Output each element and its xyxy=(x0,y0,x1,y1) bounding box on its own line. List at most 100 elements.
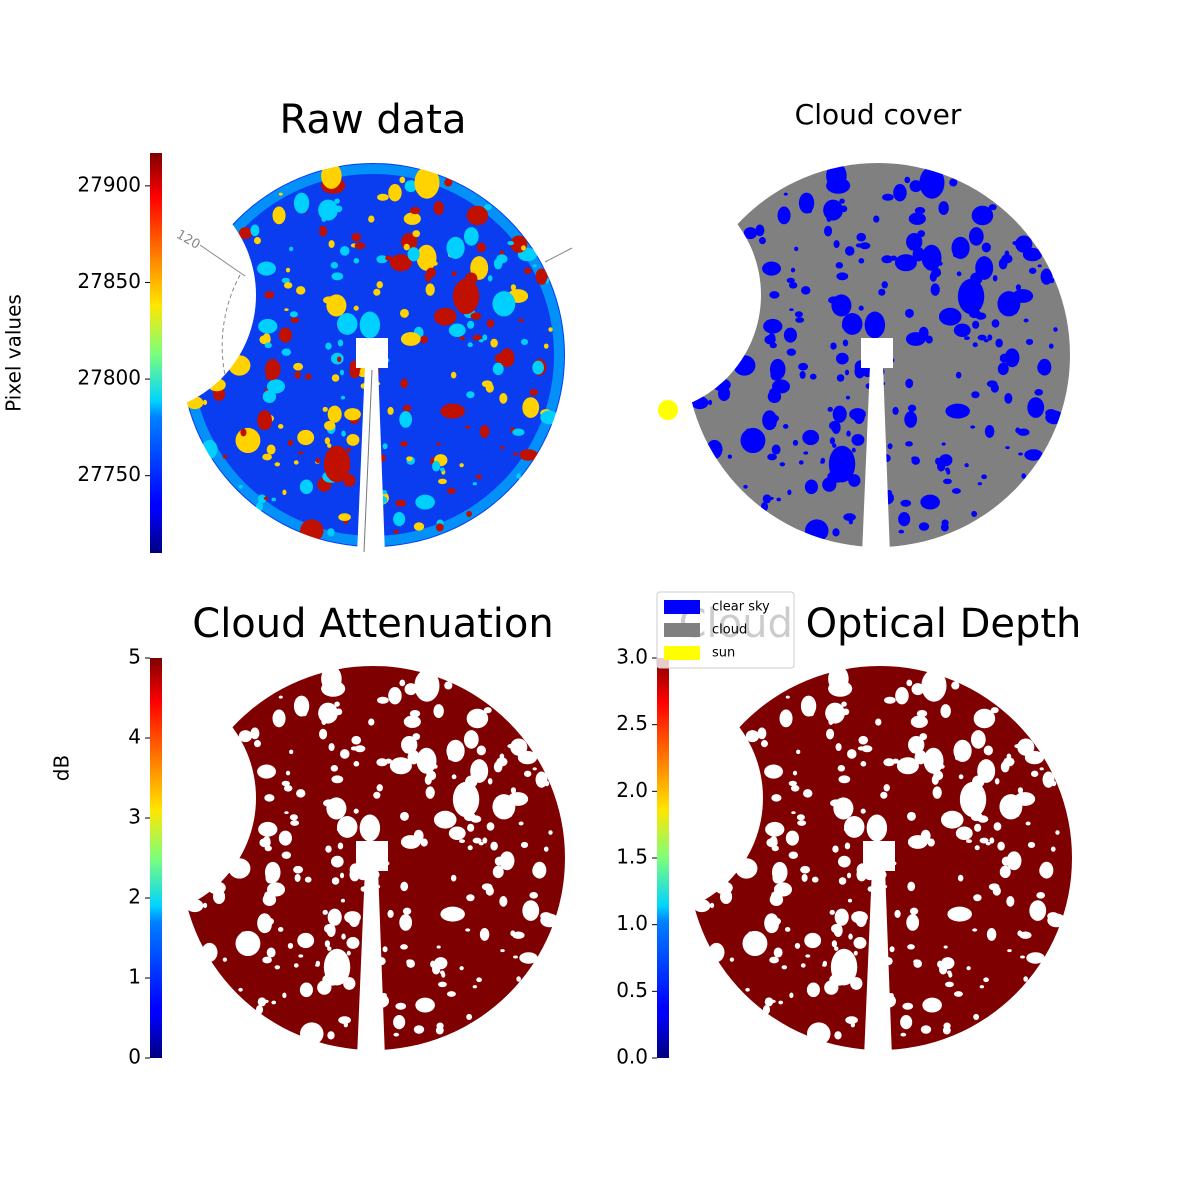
cloud-blob xyxy=(264,291,275,299)
cloud-blob xyxy=(888,860,897,866)
cloud-blob xyxy=(432,963,441,975)
cloud-blob xyxy=(327,405,342,423)
cloud-blob xyxy=(238,730,253,743)
cloud-blob xyxy=(894,254,917,272)
cloud-blob xyxy=(999,353,1009,363)
cloud-blob xyxy=(403,212,421,225)
cloud-blob xyxy=(341,430,346,437)
cloud-blob xyxy=(804,479,818,495)
cloud-blob xyxy=(388,687,402,705)
cloud-blob xyxy=(465,272,478,285)
cloud-blob xyxy=(859,242,871,250)
cloud-blob xyxy=(966,966,971,971)
cloud-blob xyxy=(285,267,291,273)
cloud-blob xyxy=(968,227,984,246)
colorbar-tick-label: 27850 xyxy=(77,269,141,293)
sky-image xyxy=(173,658,573,1058)
colorbar-tick-label: 2 xyxy=(128,885,141,909)
cloud-blob xyxy=(283,281,293,289)
colorbar xyxy=(150,658,162,1058)
cloud-blob xyxy=(376,381,381,386)
cloud-blob xyxy=(1028,748,1033,754)
cloud-blob xyxy=(522,397,540,418)
cloud-blob xyxy=(395,1002,407,1010)
cloud-blob xyxy=(762,494,772,504)
cloud-blob xyxy=(742,930,768,957)
cloud-blob xyxy=(991,319,1000,328)
cloud-blob xyxy=(472,334,482,341)
legend-label: clear sky xyxy=(712,600,770,615)
cloud-blob xyxy=(264,358,281,380)
cloud-blob xyxy=(440,467,445,472)
panel-title: Cloud cover xyxy=(795,98,962,131)
cloud-blob xyxy=(492,865,504,879)
cloud-blob xyxy=(919,166,945,199)
cloud-blob xyxy=(708,942,725,962)
cloud-blob xyxy=(987,334,993,341)
cloud-blob xyxy=(319,728,328,740)
cloud-blob xyxy=(931,774,939,785)
cloud-blob xyxy=(293,192,310,214)
cloud-blob xyxy=(507,241,515,246)
cloud-blob xyxy=(253,237,261,245)
cloud-blob xyxy=(822,960,828,967)
cloud-blob xyxy=(959,781,987,818)
cloud-blob xyxy=(1030,770,1039,777)
cloud-blob xyxy=(240,931,247,940)
cloud-blob xyxy=(955,826,973,840)
cloud-blob xyxy=(957,874,964,882)
cloud-blob xyxy=(1030,910,1038,918)
cloud-blob xyxy=(733,355,756,376)
cloud-blob xyxy=(834,946,839,951)
cloud-blob xyxy=(250,727,260,740)
cloud-blob xyxy=(432,261,438,266)
cloud-blob xyxy=(923,747,944,774)
cloud-blob xyxy=(513,955,518,959)
cloud-blob xyxy=(939,764,945,769)
cloud-blob xyxy=(483,204,492,211)
cloud-blob xyxy=(905,332,926,346)
cloud-blob xyxy=(403,746,410,754)
cloud-blob xyxy=(945,467,950,472)
cloud-blob xyxy=(523,407,531,415)
panel-title: Raw data xyxy=(280,97,467,143)
cloud-blob xyxy=(842,339,849,347)
cloud-blob xyxy=(476,977,482,983)
cloud-blob xyxy=(293,362,304,371)
cloud-blob xyxy=(721,827,726,833)
cloud-blob xyxy=(853,936,867,949)
cloud-blob xyxy=(807,1022,831,1045)
cloud-blob xyxy=(490,338,498,348)
cloud-blob xyxy=(337,313,358,335)
cloud-blob xyxy=(881,281,888,289)
cloud-blob xyxy=(889,946,895,953)
cloud-blob xyxy=(981,242,991,253)
cloud-blob xyxy=(281,348,292,356)
cloud-blob xyxy=(828,665,849,692)
cloud-blob xyxy=(937,460,946,472)
cloud-blob xyxy=(486,319,495,328)
cloud-blob xyxy=(798,192,815,214)
cloud-blob xyxy=(324,420,336,431)
cloud-blob xyxy=(543,846,549,852)
cloud-blob xyxy=(274,462,281,467)
cloud-blob xyxy=(467,320,475,329)
cloud-blob xyxy=(904,308,914,318)
cloud-blob xyxy=(798,362,809,371)
cloud-blob xyxy=(294,370,301,379)
cloud-blob xyxy=(290,317,300,323)
cloud-blob xyxy=(519,449,538,461)
cloud-blob xyxy=(282,992,287,999)
sky-image xyxy=(173,155,573,555)
cloud-blob xyxy=(496,757,508,767)
cloud-blob xyxy=(264,794,275,802)
colorbar-tick-label: 2.5 xyxy=(616,711,648,735)
cloud-blob xyxy=(433,810,457,829)
cloud-blob xyxy=(783,192,788,196)
cloud-blob xyxy=(940,704,951,719)
cloud-blob xyxy=(385,255,393,261)
cloud-blob xyxy=(906,679,913,687)
cloud-blob xyxy=(833,240,840,248)
cloud-blob xyxy=(745,730,760,743)
cloud-blob xyxy=(470,312,482,320)
